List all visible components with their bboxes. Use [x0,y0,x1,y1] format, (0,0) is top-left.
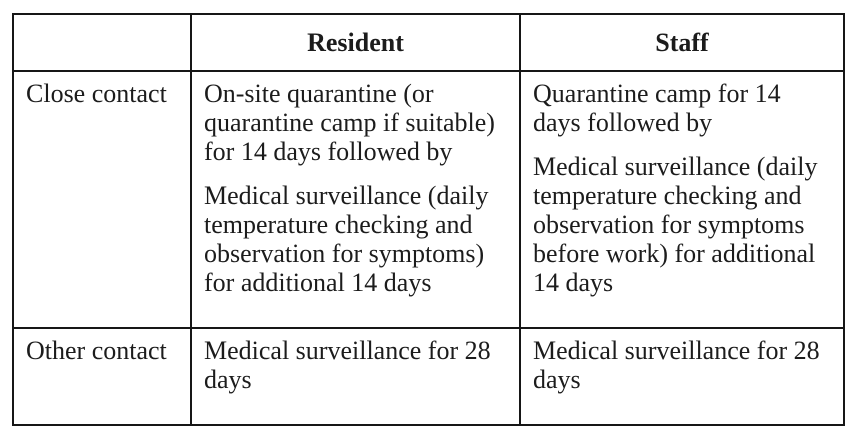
header-cell-staff: Staff [519,13,845,72]
close-contact-staff-cell: Quarantine camp for 14 days followed by … [519,70,845,329]
close-contact-resident-cell: On-site quarantine (or quarantine camp i… [190,70,521,329]
row-label-close-contact: Close contact [12,70,192,329]
paragraph: Medical surveillance (daily temperature … [204,181,489,297]
paragraph: Quarantine camp for 14 days followed by [533,79,781,137]
paragraph: Medical surveillance for 28 days [204,336,491,394]
header-cell-resident: Resident [190,13,521,72]
paragraph: Medical surveillance (daily temperature … [533,152,818,297]
header-row: Resident Staff [12,13,845,72]
table-row-other-contact: Other contact Medical surveillance for 2… [12,327,845,426]
paragraph: On-site quarantine (or quarantine camp i… [204,79,495,166]
row-label-other-contact: Other contact [12,327,192,426]
contact-measures-table: Resident Staff Close contact On-site qua… [12,13,845,426]
table-row-close-contact: Close contact On-site quarantine (or qua… [12,70,845,329]
other-contact-resident-cell: Medical surveillance for 28 days [190,327,521,426]
paragraph: Medical surveillance for 28 days [533,336,820,394]
header-cell-blank [12,13,192,72]
other-contact-staff-cell: Medical surveillance for 28 days [519,327,845,426]
